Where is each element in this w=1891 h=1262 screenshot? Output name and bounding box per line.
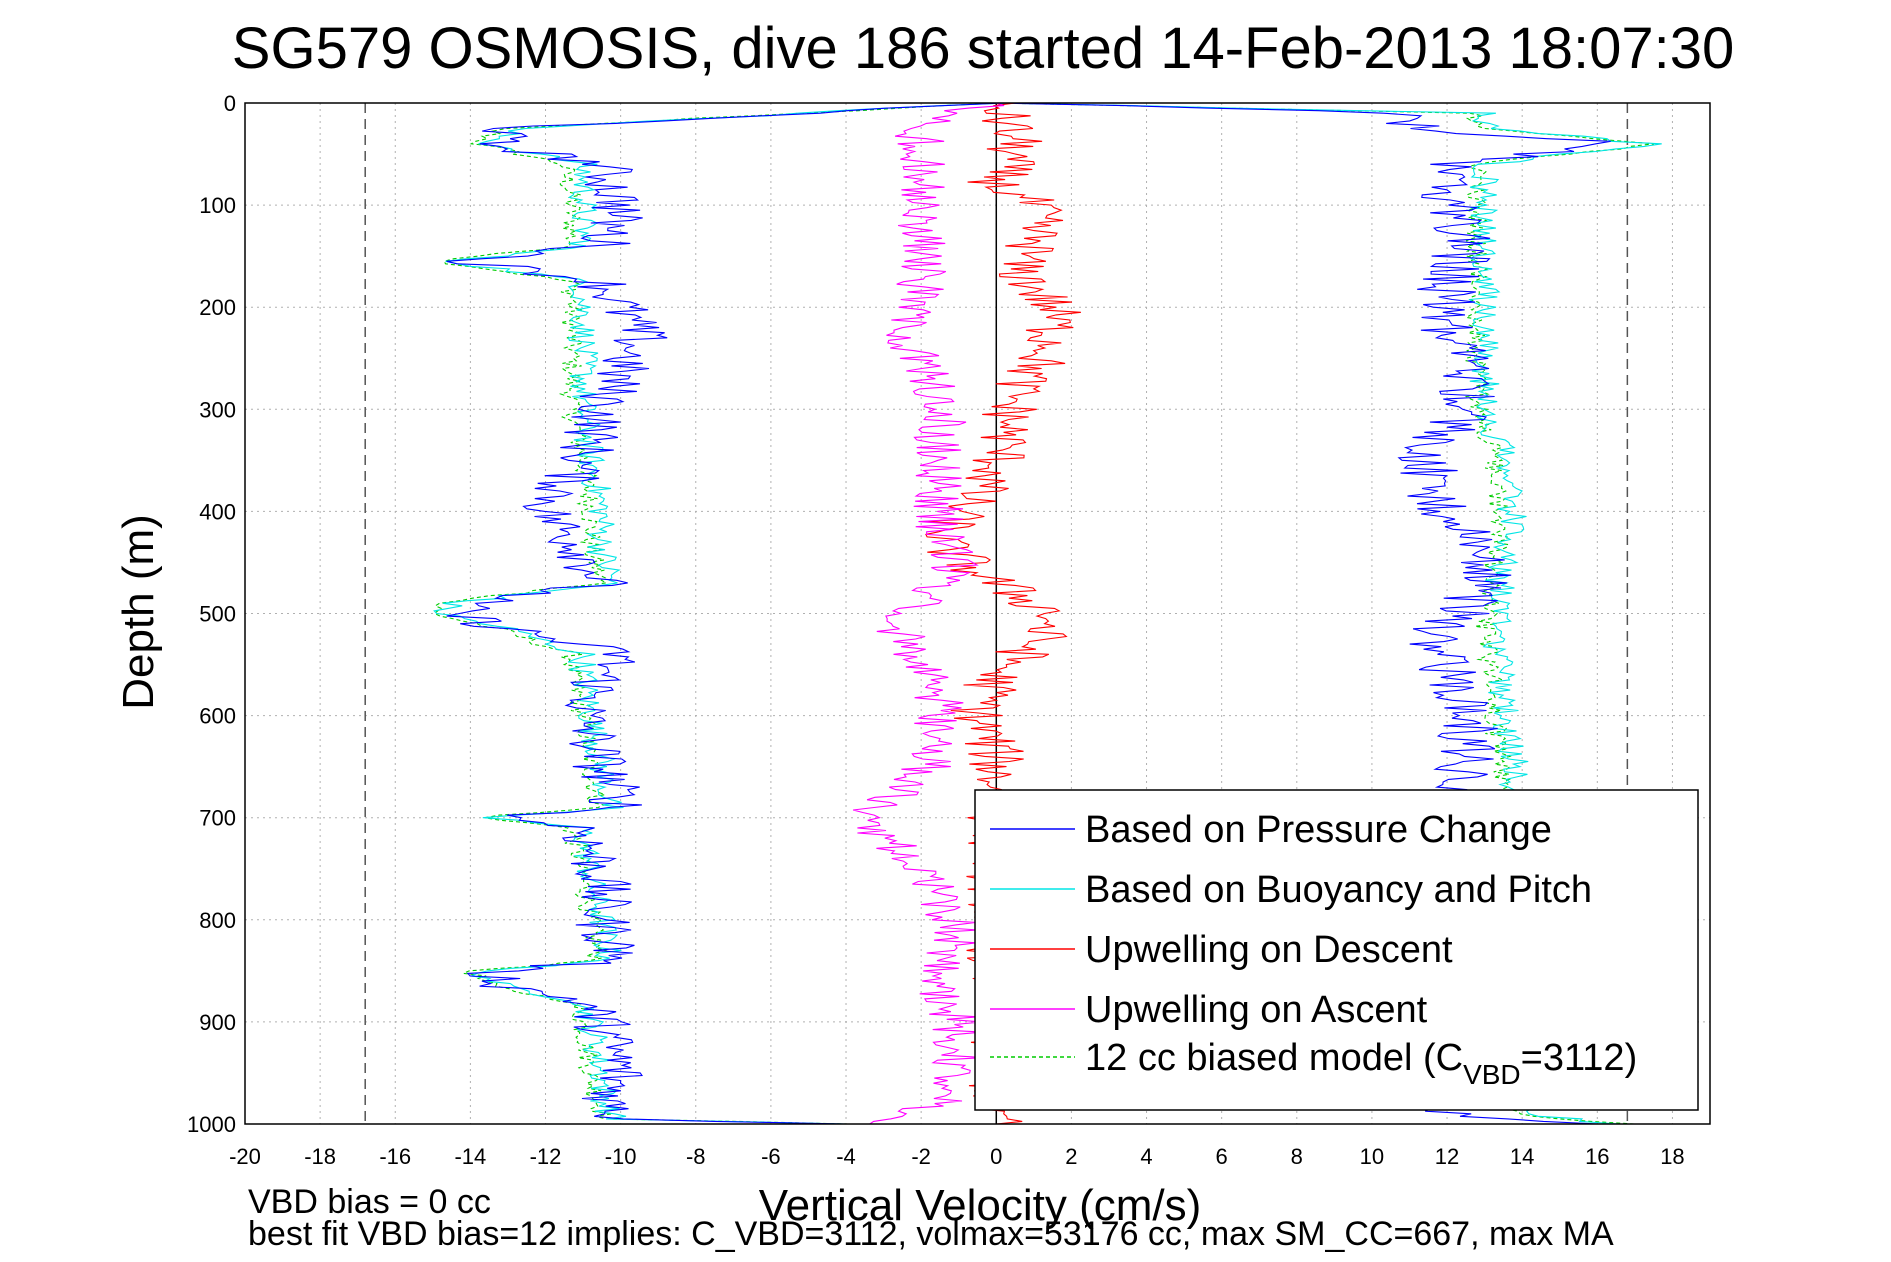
legend-entry: Based on Pressure Change	[1085, 809, 1552, 851]
x-tick-label: 4	[1140, 1144, 1152, 1169]
legend-entry: Based on Buoyancy and Pitch	[1085, 869, 1592, 911]
x-tick-label: -2	[911, 1144, 931, 1169]
y-tick-label: 600	[199, 704, 236, 729]
x-tick-label: -14	[454, 1144, 486, 1169]
chart-title: SG579 OSMOSIS, dive 186 started 14-Feb-2…	[232, 16, 1734, 81]
legend-entry: Upwelling on Ascent	[1085, 989, 1428, 1031]
annotation-vbd-bias: VBD bias = 0 cc	[248, 1183, 491, 1221]
x-tick-label: -4	[836, 1144, 856, 1169]
legend-entry: 12 cc biased model (CVBD=3112)	[1085, 1037, 1637, 1090]
y-tick-labels: 0 100 200 300 400 500 600 700 800 900 1000	[187, 91, 236, 1137]
plot-frame	[244, 102, 1711, 1125]
x-tick-label: 10	[1360, 1144, 1384, 1169]
y-tick-label: 200	[199, 295, 236, 320]
legend-box	[974, 789, 1699, 1111]
x-tick-label: 6	[1216, 1144, 1228, 1169]
y-tick-label: 400	[199, 499, 236, 524]
x-tick-label: -8	[686, 1144, 706, 1169]
y-tick-label: 300	[199, 397, 236, 422]
y-tick-label: 800	[199, 908, 236, 933]
x-tick-label: -6	[761, 1144, 781, 1169]
x-tick-label: -10	[605, 1144, 637, 1169]
series-group	[433, 102, 1662, 1125]
x-tick-label: -18	[304, 1144, 336, 1169]
series-line-3-ascent	[852, 102, 1005, 1125]
x-tick-label: 18	[1660, 1144, 1684, 1169]
x-tick-label: 14	[1510, 1144, 1534, 1169]
y-tick-label: 700	[199, 806, 236, 831]
legend: Based on Pressure Change Based on Buoyanc…	[974, 789, 1699, 1111]
annotation-best-fit: best fit VBD bias=12 implies: C_VBD=3112…	[248, 1215, 1614, 1253]
x-tick-label: 12	[1435, 1144, 1459, 1169]
x-tick-label: -16	[379, 1144, 411, 1169]
y-tick-label: 0	[224, 91, 236, 116]
y-tick-label: 500	[199, 602, 236, 627]
x-tick-label: -12	[530, 1144, 562, 1169]
y-tick-label: 1000	[187, 1112, 236, 1137]
y-tick-label: 900	[199, 1010, 236, 1035]
x-tick-label: -20	[229, 1144, 261, 1169]
series-line-0-descent	[446, 102, 1005, 1125]
x-axis-label: Vertical Velocity (cm/s)	[759, 1181, 1202, 1230]
x-tick-label: 16	[1585, 1144, 1609, 1169]
x-tick-label: 2	[1065, 1144, 1077, 1169]
x-tick-labels: -20 -18 -16 -14 -12 -10 -8 -6 -4 -2 0 2 4 6 8 10 12 14 16 1…	[229, 1144, 1685, 1169]
x-tick-label: 0	[990, 1144, 1002, 1169]
x-tick-label: 8	[1291, 1144, 1303, 1169]
y-axis-label: Depth (m)	[114, 514, 163, 710]
y-tick-label: 100	[199, 193, 236, 218]
legend-entry: Upwelling on Descent	[1085, 929, 1453, 971]
